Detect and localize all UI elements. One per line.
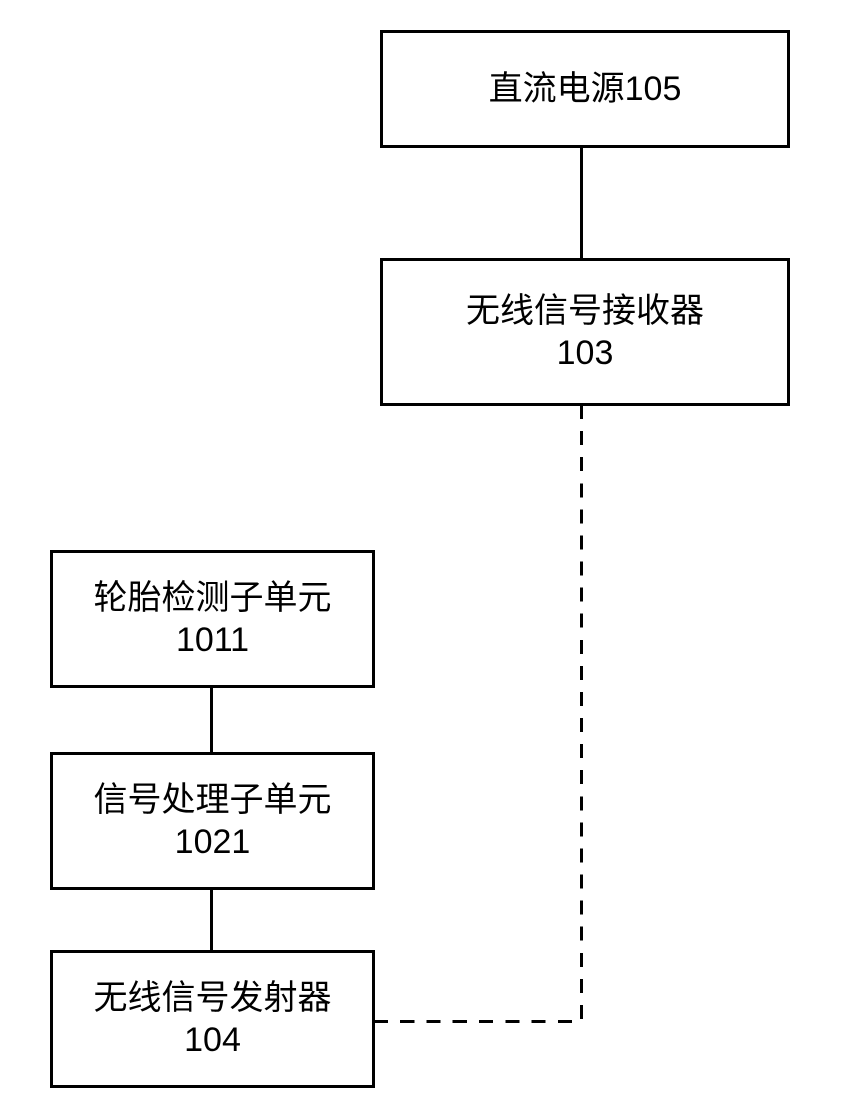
edge-105-103 bbox=[580, 148, 583, 258]
node-label: 1021 bbox=[175, 821, 251, 864]
node-label: 轮胎检测子单元 bbox=[94, 577, 332, 620]
node-dc-power-105: 直流电源105 bbox=[380, 30, 790, 148]
node-wireless-receiver-103: 无线信号接收器 103 bbox=[380, 258, 790, 406]
diagram-canvas: 直流电源105 无线信号接收器 103 轮胎检测子单元 1011 信号处理子单元… bbox=[0, 0, 854, 1104]
edge-1011-1021 bbox=[210, 688, 213, 752]
node-label: 直流电源105 bbox=[489, 68, 682, 111]
node-tire-detect-subunit-1011: 轮胎检测子单元 1011 bbox=[50, 550, 375, 688]
edge-103-104-h bbox=[375, 1020, 583, 1023]
node-label: 无线信号发射器 bbox=[94, 977, 332, 1020]
edge-103-104-v bbox=[580, 406, 583, 1020]
node-label: 103 bbox=[557, 332, 614, 375]
node-label: 信号处理子单元 bbox=[94, 779, 332, 822]
node-signal-process-subunit-1021: 信号处理子单元 1021 bbox=[50, 752, 375, 890]
node-label: 无线信号接收器 bbox=[466, 290, 704, 333]
edge-1021-104 bbox=[210, 890, 213, 950]
node-label: 104 bbox=[184, 1019, 241, 1062]
node-label: 1011 bbox=[176, 619, 249, 662]
node-wireless-transmitter-104: 无线信号发射器 104 bbox=[50, 950, 375, 1088]
